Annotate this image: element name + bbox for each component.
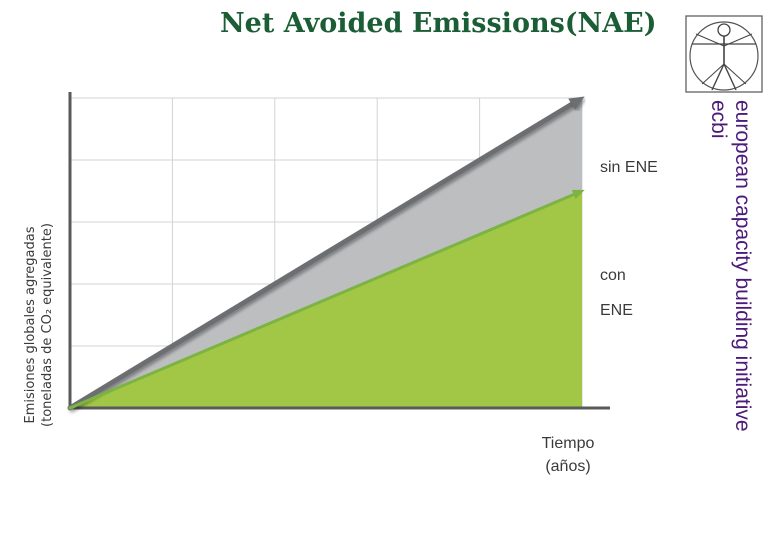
line-con-ene xyxy=(68,193,576,410)
line-sin-ene xyxy=(67,101,575,411)
y-axis-label: Emisiones globales agregadas (toneladas … xyxy=(23,223,55,427)
arrowhead-sin-ene xyxy=(568,96,585,110)
series-label-con-ene-line2: ENE xyxy=(600,302,633,319)
y-axis-label-line2: (toneladas de CO₂ equivalente) xyxy=(40,223,55,427)
page-title: Net Avoided Emissions(NAE) xyxy=(220,8,657,39)
y-axis-label-line1: Emisiones globales agregadas xyxy=(23,226,38,423)
organization-name-line2: ecbi xyxy=(707,100,730,139)
x-axis-label-line2: (años) xyxy=(545,458,590,475)
series-label-con-ene-line1: con xyxy=(600,267,626,284)
series-label-sin-ene: sin ENE xyxy=(600,159,658,176)
arrowhead-con-ene xyxy=(571,189,585,200)
emissions-area-chart: Emisiones globales agregadas (toneladas … xyxy=(23,92,658,475)
organization-name: european capacity building initiative ec… xyxy=(694,100,754,520)
x-axis-label-line1: Tiempo xyxy=(542,435,595,452)
vitruvian-man-icon xyxy=(685,15,763,93)
organization-name-line1: european capacity building initiative xyxy=(731,100,754,432)
